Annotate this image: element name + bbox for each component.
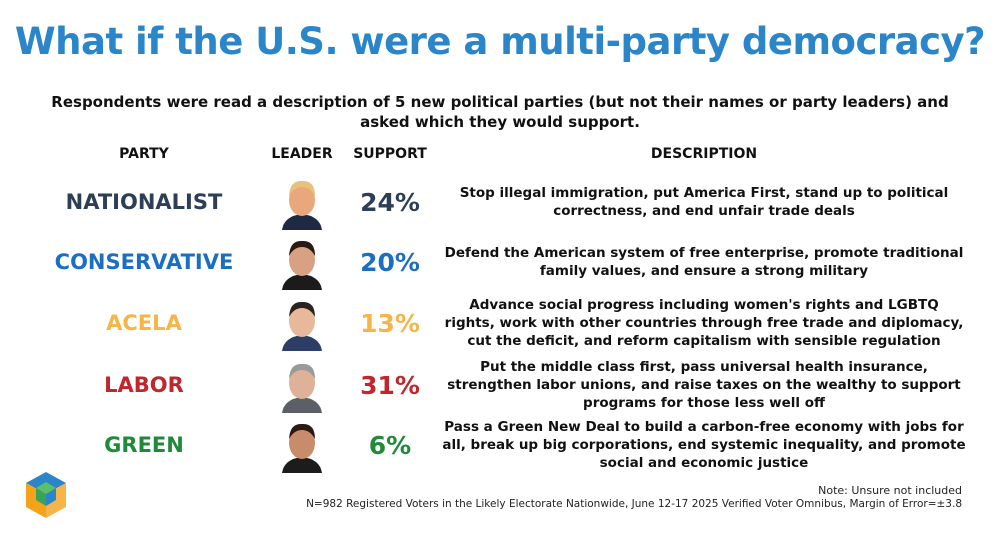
party-description: Advance social progress including women'… [444,297,964,349]
header-support: SUPPORT [353,146,427,162]
party-description: Defend the American system of free enter… [444,245,964,279]
support-value: 6% [368,430,412,460]
header-party: PARTY [119,146,169,162]
party-description: Pass a Green New Deal to build a carbon-… [442,419,966,471]
table-row: NATIONALIST 24% Stop illegal immigration, … [0,171,1000,233]
party-name: NATIONALIST [65,190,223,214]
leader-photo-green [276,417,328,473]
support-value: 20% [360,247,420,277]
header-description: DESCRIPTION [650,146,758,162]
leader-photo-conservative [276,234,328,290]
party-name: ACELA [106,311,182,335]
footer-note: Note: Unsure not included [818,484,962,497]
leader-photo-acela [276,295,328,351]
chart-title: What if the U.S. were a multi-party demo… [14,20,986,63]
table-row: GREEN 6% Pass a Green New Deal to build a … [0,414,1000,476]
support-value: 24% [360,187,420,217]
table-row: CONSERVATIVE 20% Defend the American syste… [0,231,1000,293]
chart-subtitle: Respondents were read a description of 5… [51,93,949,131]
footer-source: N=982 Registered Voters in the Likely El… [306,498,962,510]
table-row: ACELA 13% Advance social progress includin… [0,292,1000,354]
leader-photo-labor [276,357,328,413]
party-description: Stop illegal immigration, put America Fi… [459,185,949,219]
party-name: LABOR [104,373,184,397]
cube-logo-icon [26,472,66,518]
table-row: LABOR 31% Put the middle class first, pass… [0,354,1000,416]
leader-photo-nationalist [276,174,328,230]
party-name: GREEN [104,433,184,457]
support-value: 31% [360,370,420,400]
support-value: 13% [360,308,420,338]
party-description: Put the middle class first, pass univers… [447,359,961,411]
header-leader: LEADER [271,146,333,162]
party-name: CONSERVATIVE [54,250,234,274]
